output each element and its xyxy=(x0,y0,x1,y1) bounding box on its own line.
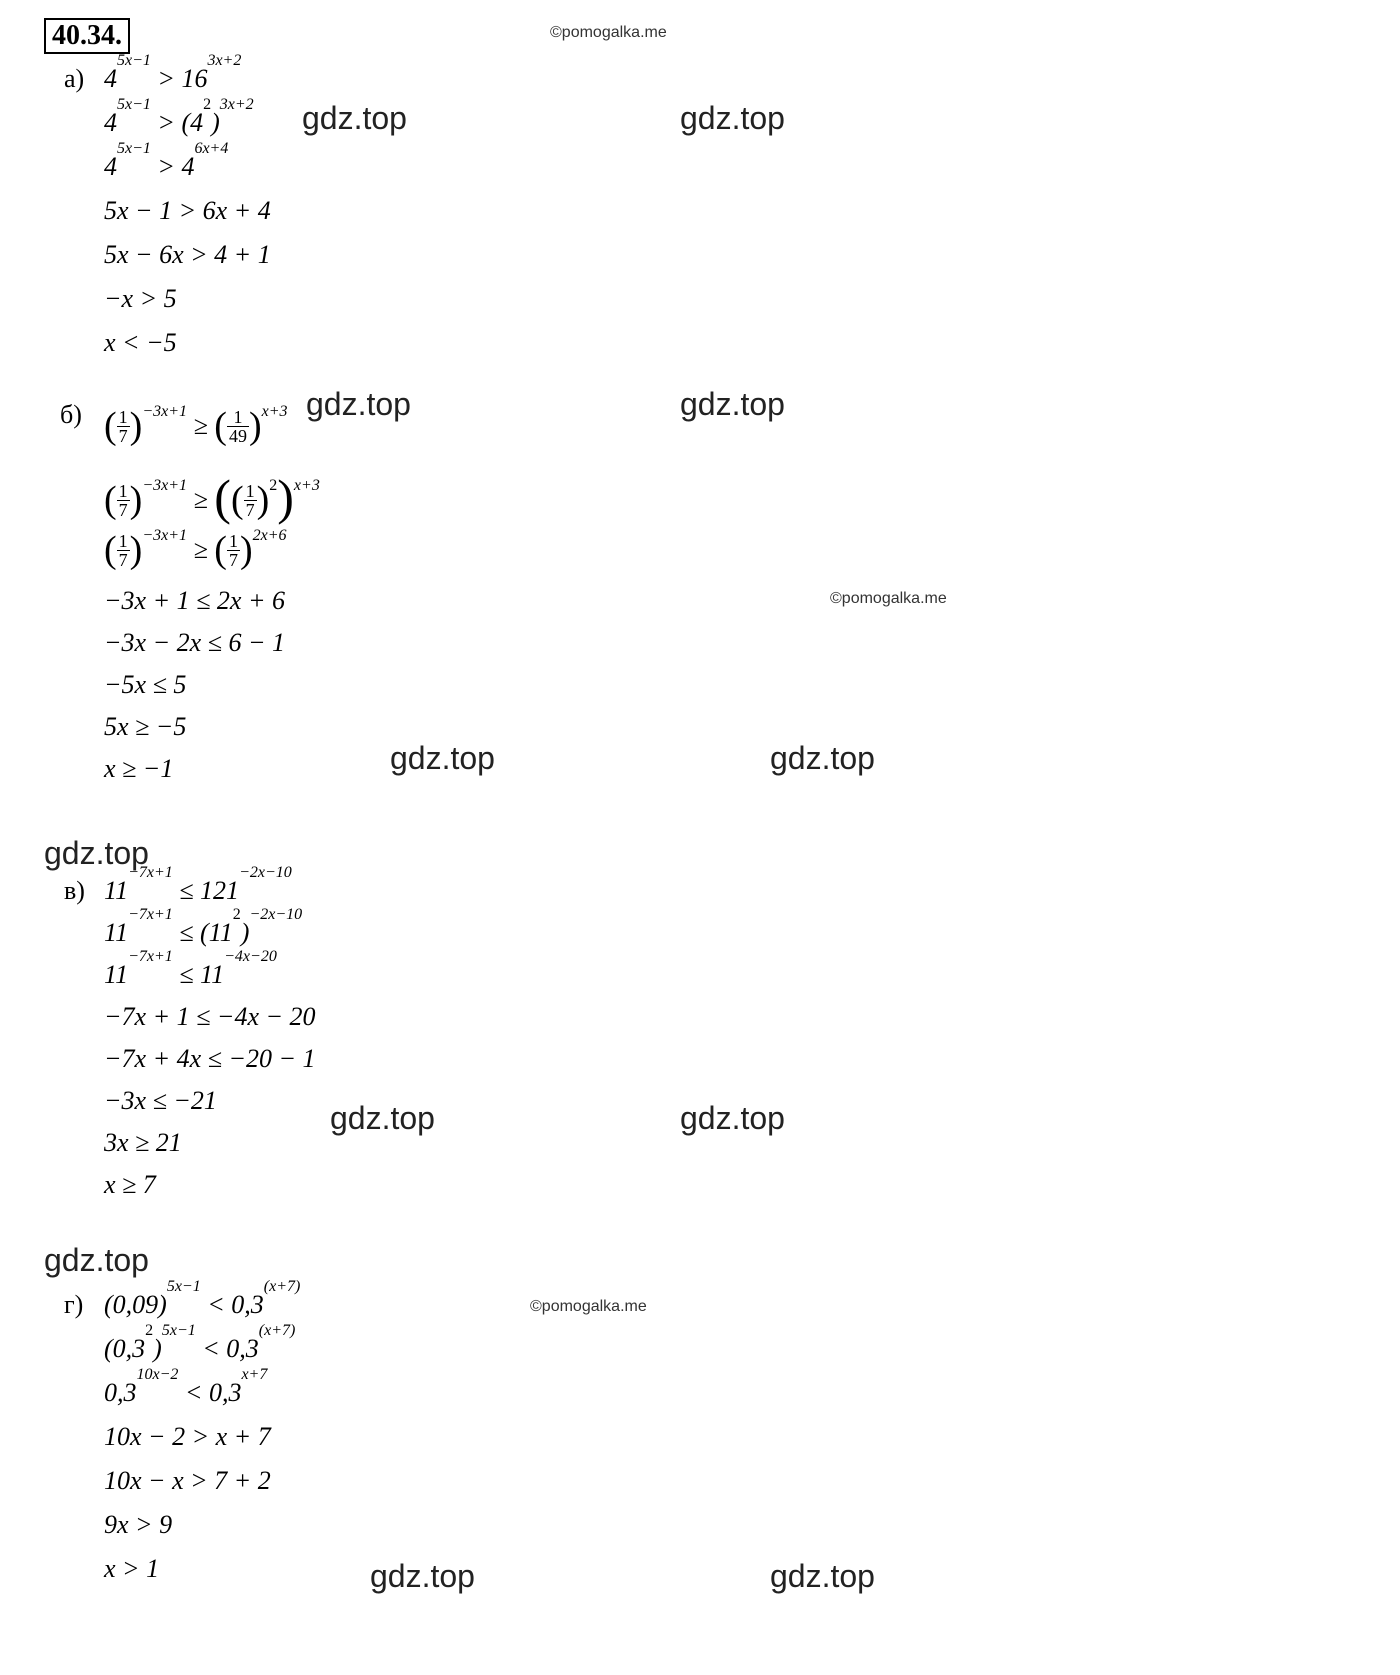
math-step: −7x + 1 ≤ −4x − 20 xyxy=(104,1002,316,1032)
math-step: −3x ≤ −21 xyxy=(104,1086,217,1116)
math-step: 45x−1 > 46x+4 xyxy=(104,152,228,182)
math-step: −3x + 1 ≤ 2x + 6 xyxy=(104,586,285,616)
math-step: (0,09)5x−1 < 0,3(x+7) xyxy=(104,1290,300,1320)
watermark-site: gdz.top xyxy=(330,1100,435,1137)
watermark-site: gdz.top xyxy=(370,1558,475,1595)
math-step: 5x − 1 > 6x + 4 xyxy=(104,196,271,226)
math-step: 45x−1 > 163x+2 xyxy=(104,64,241,94)
math-step: 11−7x+1 ≤ 121−2x−10 xyxy=(104,876,292,906)
watermark-site: gdz.top xyxy=(390,740,495,777)
math-step: −x > 5 xyxy=(104,284,177,314)
math-step: (17)−3x+1 ≥ ((17)2)x+3 xyxy=(104,462,320,521)
math-step: 11−7x+1 ≤ (112)−2x−10 xyxy=(104,918,302,948)
watermark-copyright: ©pomogalka.me xyxy=(530,1298,647,1316)
math-step: x < −5 xyxy=(104,328,177,358)
watermark-site: gdz.top xyxy=(44,1242,149,1279)
math-step: x ≥ −1 xyxy=(104,754,173,784)
math-step: 45x−1 > (42)3x+2 xyxy=(104,108,254,138)
math-step: x > 1 xyxy=(104,1554,159,1584)
part-label-g: г) xyxy=(64,1290,83,1320)
watermark-site: gdz.top xyxy=(306,386,411,423)
math-step: −7x + 4x ≤ −20 − 1 xyxy=(104,1044,316,1074)
watermark-copyright: ©pomogalka.me xyxy=(830,590,947,608)
watermark-site: gdz.top xyxy=(302,100,407,137)
math-step: 0,310x−2 < 0,3x+7 xyxy=(104,1378,267,1408)
math-step: x ≥ 7 xyxy=(104,1170,156,1200)
watermark-site: gdz.top xyxy=(680,100,785,137)
math-step: 9x > 9 xyxy=(104,1510,172,1540)
math-step: 5x ≥ −5 xyxy=(104,712,186,742)
math-step: 5x − 6x > 4 + 1 xyxy=(104,240,271,270)
watermark-site: gdz.top xyxy=(680,386,785,423)
math-step: −5x ≤ 5 xyxy=(104,670,186,700)
math-step: (17)−3x+1 ≥ (149)x+3 xyxy=(104,400,288,447)
math-step: 10x − 2 > x + 7 xyxy=(104,1422,271,1452)
math-step: 10x − x > 7 + 2 xyxy=(104,1466,271,1496)
watermark-site: gdz.top xyxy=(770,1558,875,1595)
watermark-site: gdz.top xyxy=(680,1100,785,1137)
watermark-copyright: ©pomogalka.me xyxy=(550,24,667,42)
math-step: (0,32)5x−1 < 0,3(x+7) xyxy=(104,1334,295,1364)
problem-number: 40.34. xyxy=(44,18,130,54)
math-step: −3x − 2x ≤ 6 − 1 xyxy=(104,628,285,658)
math-step: 3x ≥ 21 xyxy=(104,1128,182,1158)
math-step: (17)−3x+1 ≥ (17)2x+6 xyxy=(104,524,287,571)
watermark-site: gdz.top xyxy=(770,740,875,777)
part-label-v: в) xyxy=(64,876,85,906)
part-label-a: а) xyxy=(64,64,84,94)
part-label-b: б) xyxy=(60,400,82,430)
math-step: 11−7x+1 ≤ 11−4x−20 xyxy=(104,960,277,990)
